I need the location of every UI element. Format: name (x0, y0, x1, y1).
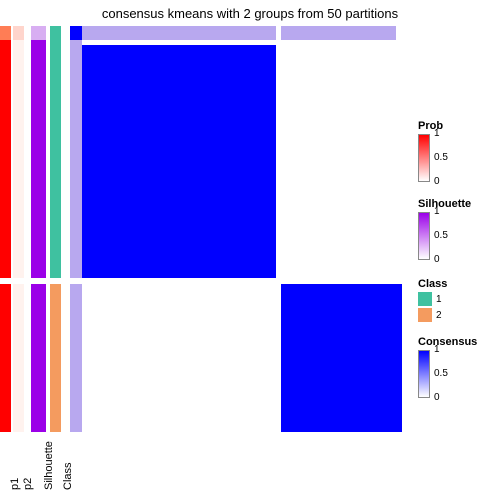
axis-label-silhouette: Silhouette (43, 441, 55, 490)
track-p2-top-accent (13, 26, 24, 40)
legend-tick: 0 (434, 393, 440, 403)
legend-swatch (418, 308, 432, 322)
legend-class-label: 2 (436, 310, 442, 321)
heatmap-block2 (281, 284, 402, 432)
track-silhouette-class2 (31, 284, 46, 432)
axis-label-p2: p2 (22, 478, 34, 490)
track-p2-class2 (13, 284, 24, 432)
heatmap-off21 (82, 284, 276, 432)
track-p2-class1 (13, 40, 24, 278)
legend-tick: 0.5 (434, 153, 448, 163)
heatmap-toprow-edge (396, 26, 402, 40)
legend-consensus-title: Consensus (418, 336, 477, 348)
track-silhouette-top-accent (31, 26, 46, 40)
track-p2-gap (13, 278, 24, 284)
track-p1-class1 (0, 40, 11, 278)
legend-prob: Prob 10.50 (418, 120, 443, 182)
track-silhouette-class1 (31, 40, 46, 278)
track-p1-class2 (0, 284, 11, 432)
track-class-gap (50, 278, 61, 284)
axis-label-p1: p1 (9, 478, 21, 490)
legend-consensus: Consensus 10.50 (418, 336, 477, 398)
heatmap-gap-h (70, 278, 402, 284)
heatmap-inset-line (82, 40, 276, 45)
annotation-tracks (0, 26, 62, 432)
legend-class-item: 2 (418, 308, 447, 322)
heatmap-leftcol (70, 40, 82, 432)
legend-silhouette-title: Silhouette (418, 198, 471, 210)
axis-label-class: Class (62, 462, 74, 490)
legend-tick: 1 (434, 129, 440, 139)
legend-tick: 0 (434, 177, 440, 187)
track-p1-gap (0, 278, 11, 284)
legend-class-item: 1 (418, 292, 447, 306)
legend-silhouette-bar (418, 212, 430, 260)
track-p1-top-accent (0, 26, 11, 40)
legend-tick: 1 (434, 345, 440, 355)
legend-tick: 0.5 (434, 369, 448, 379)
legend-class-title: Class (418, 278, 447, 290)
consensus-heatmap (70, 26, 402, 432)
legend-prob-bar (418, 134, 430, 182)
legend-silhouette: Silhouette 10.50 (418, 198, 471, 260)
legend-class: Class 12 (418, 278, 447, 322)
legend-tick: 0.5 (434, 231, 448, 241)
track-silhouette-gap (31, 278, 46, 284)
heatmap-block1 (82, 40, 276, 278)
track-class-class1 (50, 26, 61, 278)
legend-consensus-bar (418, 350, 430, 398)
legend-class-label: 1 (436, 294, 442, 305)
heatmap-off12 (281, 40, 402, 278)
legend-class-items: 12 (418, 292, 447, 322)
heatmap-gap-v (276, 26, 281, 432)
legend-tick: 0 (434, 255, 440, 265)
track-class-class2 (50, 284, 61, 432)
legend-swatch (418, 292, 432, 306)
legend-tick: 1 (434, 207, 440, 217)
page-title: consensus kmeans with 2 groups from 50 p… (90, 6, 410, 21)
heatmap-toprow (70, 26, 402, 40)
heatmap-top-corner (70, 26, 82, 40)
